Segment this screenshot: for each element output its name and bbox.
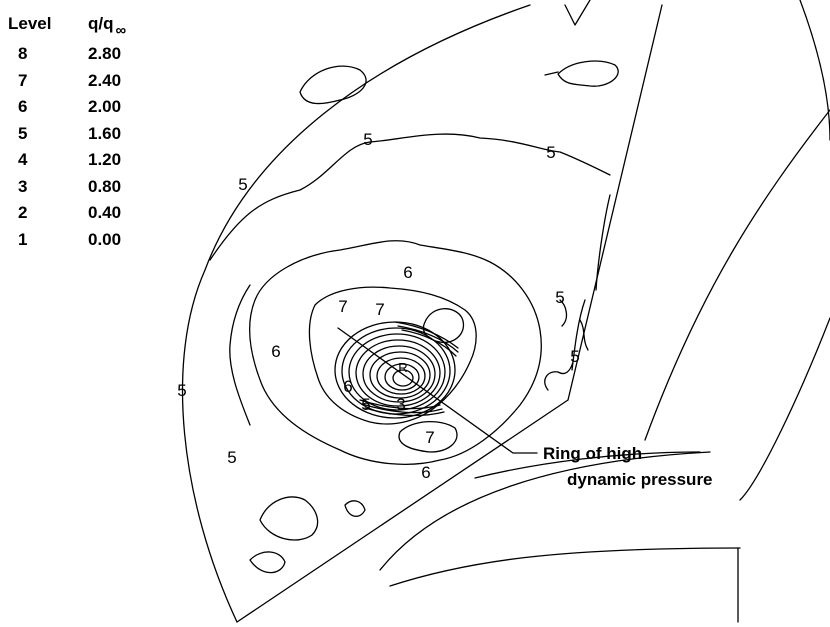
legend-level: 2 — [18, 203, 28, 222]
contour-label: 3 — [396, 395, 405, 414]
contour-label: 5 — [227, 448, 236, 467]
contour-label: 7 — [425, 428, 434, 447]
contour-inner-ring — [334, 321, 456, 419]
legend-value: 1.60 — [88, 123, 122, 143]
contour-inner-ring — [348, 333, 446, 411]
outer-geometry-fin — [474, 451, 701, 479]
contour-label: 6 — [403, 263, 412, 282]
outer-geometry-top-arc — [799, 0, 830, 141]
legend-header-q-text: q/q — [88, 14, 114, 33]
contour-label: 6 — [343, 377, 352, 396]
contour-label: 5 — [177, 381, 186, 400]
legend-level: 4 — [18, 150, 28, 169]
contour-upper-blob — [299, 65, 367, 105]
contour-right-edge-jag — [559, 299, 589, 351]
outer-geometry-upper-right-notch — [564, 0, 591, 26]
legend-level: 3 — [18, 176, 28, 196]
legend-value: 2.80 — [88, 44, 122, 63]
contour-label: 6 — [271, 342, 280, 361]
contour-inner-ring — [355, 339, 441, 407]
contour-label: 7 — [375, 300, 384, 319]
contour-dense-band-upper — [394, 321, 459, 357]
legend-value: 0.80 — [88, 176, 122, 196]
legend-level: 5 — [18, 123, 28, 143]
contour-inner-ring — [376, 357, 426, 395]
outer-geometry-right-upper — [644, 109, 830, 441]
contour-inner-ring — [369, 351, 431, 399]
contour-inner-ring — [392, 369, 414, 387]
contour-label: 6 — [421, 463, 430, 482]
contour-label: 5 — [238, 175, 247, 194]
outer-geometry-sweep — [379, 451, 711, 571]
contour-label: R — [398, 360, 407, 375]
legend-level: 7 — [18, 70, 28, 90]
legend-header-q: q/q ∞ — [88, 14, 126, 39]
legend-value: 1.20 — [88, 150, 122, 169]
annotation-line-2: dynamic pressure — [567, 470, 713, 489]
legend-value: 0.00 — [88, 229, 122, 249]
contour-ring-6 — [249, 240, 542, 465]
contour-inner-ring — [384, 363, 420, 391]
contour-label: 5 — [570, 347, 579, 366]
contour-lower-7-blob — [398, 421, 458, 453]
legend-value: 0.40 — [88, 203, 122, 222]
contour-small-notch-top — [544, 71, 559, 76]
contour-label: 5 — [555, 288, 564, 307]
legend-level: 1 — [18, 229, 28, 249]
contour-inner-ring — [362, 345, 436, 403]
contour-label: 5 — [363, 130, 372, 149]
outer-geometry-right-curve — [739, 317, 830, 501]
legend-value: 2.40 — [88, 70, 122, 90]
sector-right-edge — [567, 4, 663, 401]
contour-label: 7 — [338, 297, 347, 316]
sector-outer-arc — [181, 4, 531, 623]
legend-value: 2.00 — [88, 97, 122, 116]
legend-level: 6 — [18, 97, 28, 116]
legend-header-q-subscript: ∞ — [115, 22, 127, 39]
annotation-line-1: Ring of high — [543, 444, 642, 463]
contour-lower-left-blobs — [249, 496, 366, 574]
contour-label: 5 — [361, 395, 370, 414]
contour-upper-right-blob — [557, 60, 619, 87]
outer-geometry-lower-sweep — [389, 547, 741, 587]
sector-bottom-edge — [236, 399, 569, 623]
contour-dense-band-lower — [359, 399, 445, 417]
legend-level: 8 — [18, 44, 28, 63]
contour-outer-5 — [209, 133, 611, 391]
contour-ring-7 — [308, 286, 477, 425]
legend-header-level: Level — [8, 14, 52, 33]
contour-label: 5 — [546, 143, 555, 162]
contour-left-5 — [229, 284, 251, 426]
annotation-leader-line — [337, 327, 538, 454]
